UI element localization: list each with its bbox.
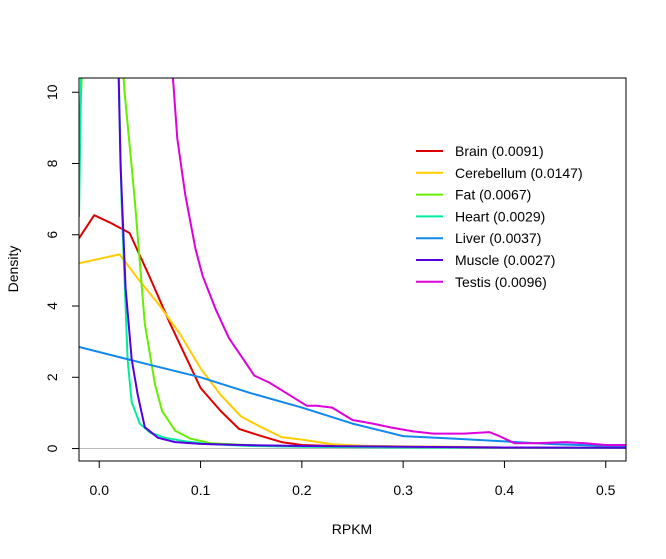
- x-tick-label: 0.1: [191, 482, 211, 498]
- series-layer: [79, 78, 626, 449]
- series-line-3: [79, 78, 626, 449]
- y-axis: 0 2 4 6 8 10: [44, 84, 80, 452]
- series-line-5: [79, 78, 626, 449]
- y-tick-label: 6: [44, 231, 60, 239]
- series-line-4: [79, 346, 626, 447]
- y-tick-label: 4: [44, 302, 60, 310]
- x-tick-label: 0.2: [292, 482, 312, 498]
- y-tick-label: 8: [44, 159, 60, 167]
- y-axis-label: Density: [5, 246, 21, 293]
- legend-label: Testis (0.0096): [455, 274, 547, 290]
- legend-label: Muscle (0.0027): [455, 252, 555, 268]
- series-line-0: [79, 214, 626, 449]
- series-line-6: [171, 78, 626, 446]
- y-tick-label: 10: [44, 84, 60, 100]
- legend-label: Brain (0.0091): [455, 143, 544, 159]
- y-tick-label: 2: [44, 373, 60, 381]
- series-line-2: [79, 78, 626, 449]
- legend-label: Cerebellum (0.0147): [455, 165, 583, 181]
- x-axis-label: RPKM: [332, 521, 372, 537]
- legend-label: Fat (0.0067): [455, 187, 531, 203]
- x-axis: 0.0 0.1 0.2 0.3 0.4 0.5: [90, 460, 616, 498]
- x-tick-label: 0.4: [495, 482, 515, 498]
- legend-label: Heart (0.0029): [455, 208, 545, 224]
- y-tick-label: 0: [44, 444, 60, 452]
- legend-label: Liver (0.0037): [455, 230, 541, 246]
- legend: Brain (0.0091) Cerebellum (0.0147) Fat (0.…: [416, 143, 583, 290]
- x-tick-label: 0.5: [596, 482, 616, 498]
- x-tick-label: 0.0: [90, 482, 110, 498]
- x-tick-label: 0.3: [393, 482, 413, 498]
